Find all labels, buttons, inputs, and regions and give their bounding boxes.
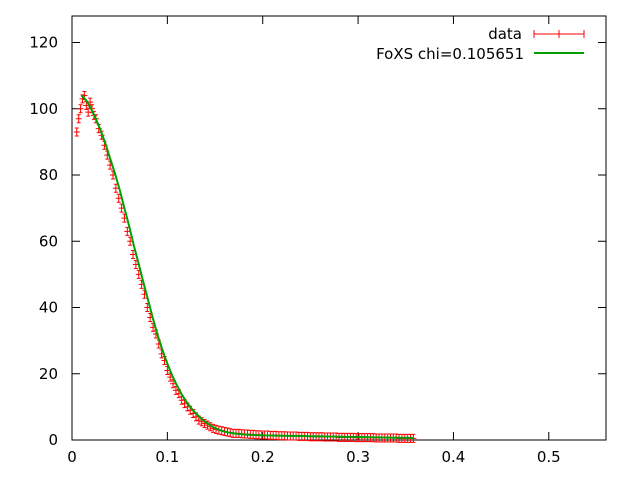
data-point [155, 339, 162, 349]
data-point [110, 170, 117, 180]
data-point [83, 100, 90, 110]
y-tick-label: 100 [29, 100, 58, 118]
data-point [118, 203, 125, 213]
y-tick-label: 0 [48, 431, 58, 449]
x-tick-label: 0.1 [155, 448, 179, 466]
data-point [124, 226, 131, 236]
data-point [207, 422, 214, 432]
data-point [85, 107, 92, 117]
data-point [87, 97, 94, 107]
data-point [127, 236, 134, 246]
data-point [210, 423, 217, 433]
x-tick-label: 0.2 [251, 448, 275, 466]
data-point [184, 402, 191, 412]
data-point [201, 418, 208, 428]
data-point [138, 279, 145, 289]
data-point [75, 114, 82, 124]
data-point [79, 94, 86, 104]
data-point [158, 349, 165, 359]
x-tick-label: 0.4 [441, 448, 465, 466]
y-tick-label: 80 [39, 166, 58, 184]
data-point [175, 389, 182, 399]
data-point [187, 405, 194, 415]
data-point [135, 269, 142, 279]
y-tick-label: 20 [39, 365, 58, 383]
data-point [112, 183, 119, 193]
data-point [170, 379, 177, 389]
data-point [195, 415, 202, 425]
data-point [101, 140, 108, 150]
data-point [141, 289, 148, 299]
legend-sample-data [533, 30, 585, 38]
data-point [121, 213, 128, 223]
data-point [95, 124, 102, 134]
series-fit [80, 94, 414, 439]
data-point [192, 412, 199, 422]
axis-ticks: 0 0.1 0.2 0.3 0.4 0.5 0 20 40 60 80 100 120 [29, 16, 606, 466]
data-point [167, 372, 174, 382]
series-data [73, 91, 417, 443]
data-point [178, 395, 185, 405]
data-point [77, 104, 84, 114]
data-point [198, 417, 205, 427]
data-point [204, 420, 211, 430]
data-point [147, 312, 154, 322]
data-point [190, 409, 197, 418]
legend: data FoXS chi=0.105651 [376, 25, 585, 63]
data-point [130, 250, 137, 259]
y-tick-label: 120 [29, 34, 58, 52]
data-point [152, 329, 159, 339]
data-point [172, 385, 179, 395]
data-point [164, 365, 171, 375]
legend-label-data: data [488, 25, 522, 43]
plot-frame [71, 15, 607, 441]
x-tick-label: 0.3 [346, 448, 370, 466]
fit-line [80, 94, 414, 439]
legend-errorbar [533, 30, 585, 38]
data-point [150, 322, 157, 332]
data-point [132, 259, 139, 269]
y-tick-label: 60 [39, 232, 58, 250]
data-point [73, 127, 80, 137]
data-point [81, 91, 88, 100]
y-tick-label: 40 [39, 299, 58, 317]
data-point [115, 193, 122, 203]
data-point [181, 399, 188, 409]
data-point [144, 303, 151, 312]
x-tick-label: 0.5 [537, 448, 561, 466]
data-point [161, 356, 168, 365]
data-point [107, 160, 114, 170]
data-point [104, 150, 111, 160]
x-tick-label: 0 [67, 448, 77, 466]
legend-label-fit: FoXS chi=0.105651 [376, 45, 524, 63]
